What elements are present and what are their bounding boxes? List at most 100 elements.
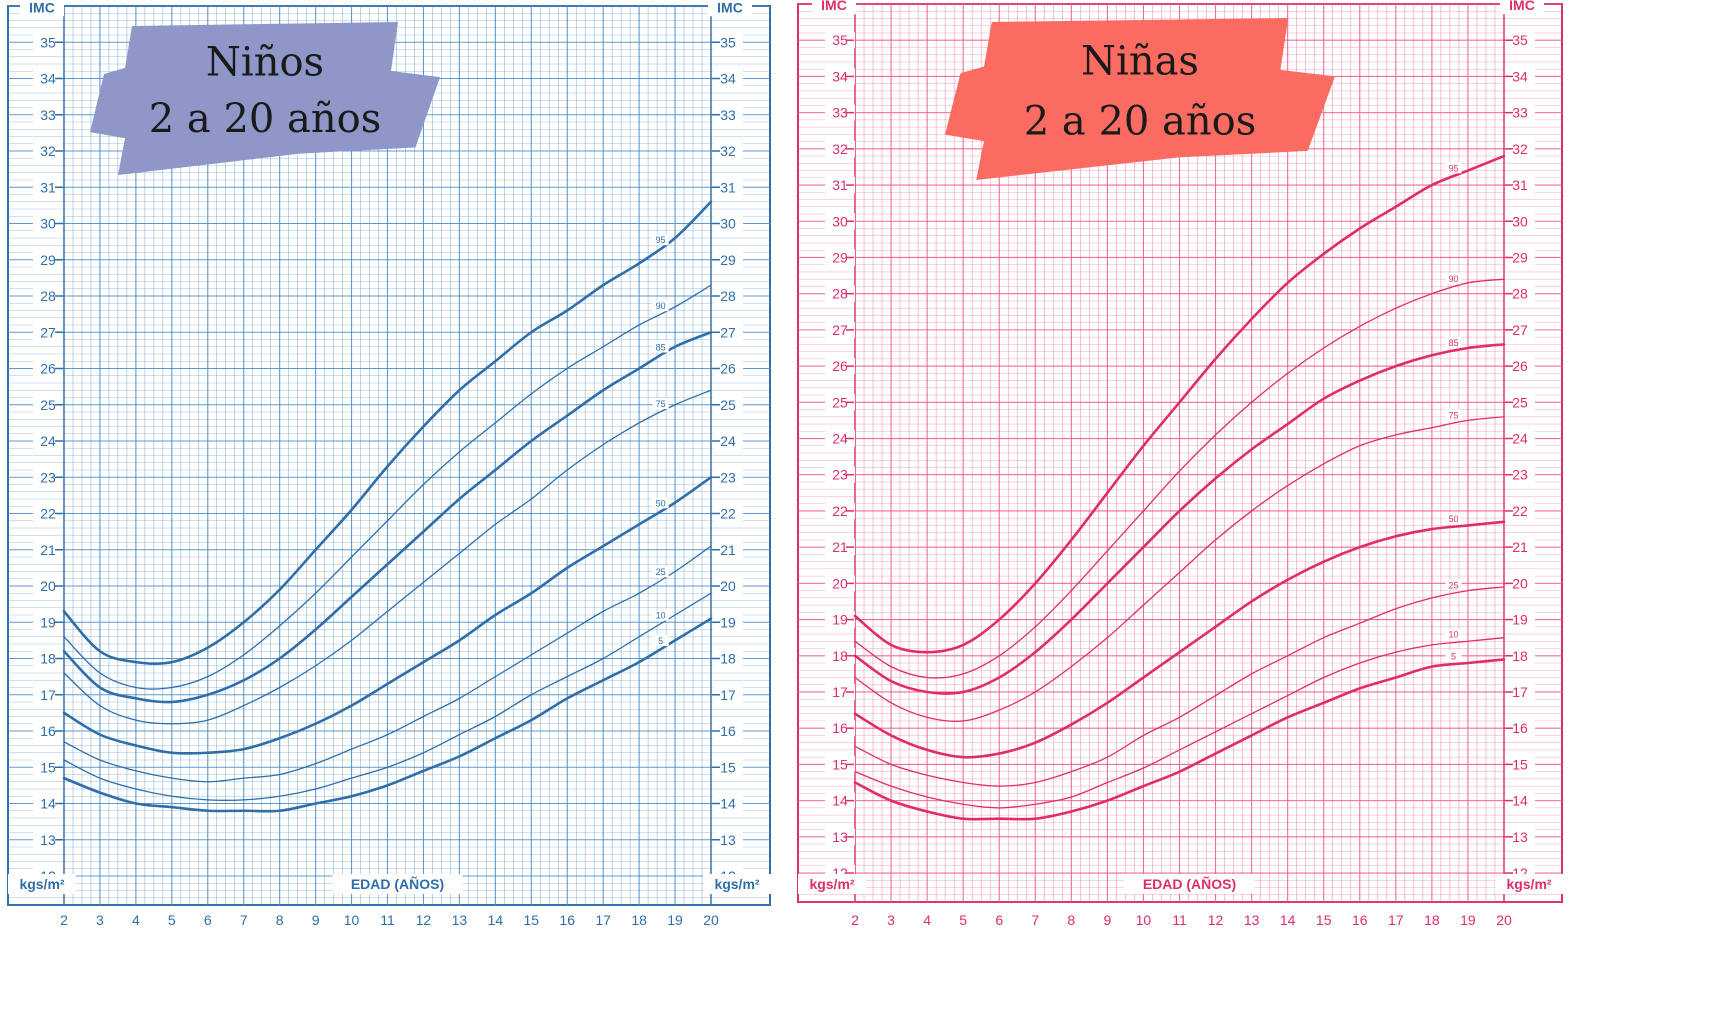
y-tick-label-bg xyxy=(713,396,743,413)
y-tick-label-right: 18 xyxy=(720,651,736,667)
y-tick-label-left: 18 xyxy=(40,651,56,667)
y-tick-label-bg xyxy=(1505,321,1535,338)
percentile-label-bg xyxy=(652,300,669,312)
y-tick-label-bg xyxy=(713,614,743,631)
y-tick-label-bg xyxy=(1505,720,1535,737)
y-tick-label-bg xyxy=(825,828,855,845)
x-tick-label: 17 xyxy=(595,912,611,928)
percentile-label: 85 xyxy=(656,342,666,352)
x-tick-label: 15 xyxy=(523,912,539,928)
y-tick-label-left: 14 xyxy=(832,793,848,809)
y-tick-label-bg xyxy=(713,831,743,848)
percentile-line-50 xyxy=(853,520,1506,759)
percentile-label: 10 xyxy=(656,611,666,621)
x-tick-label: 18 xyxy=(1424,912,1440,928)
y-tick-label-bg xyxy=(1505,502,1535,519)
y-tick-label-left: 26 xyxy=(832,358,848,374)
y-tick-label-left: 25 xyxy=(40,397,56,413)
y-tick-label-left: 16 xyxy=(40,723,56,739)
y-tick-label-left: 25 xyxy=(832,394,848,410)
x-tick-label: 10 xyxy=(344,912,360,928)
y-tick-label-bg xyxy=(33,541,63,558)
x-tick-label: 8 xyxy=(276,912,284,928)
y-tick-label-bg xyxy=(713,541,743,558)
y-tick-label-bg xyxy=(1505,466,1535,483)
y-tick-label-right: 32 xyxy=(1512,141,1528,157)
imc-label-right: IMC xyxy=(1509,0,1535,13)
y-tick-label-bg xyxy=(1505,177,1535,194)
x-tick-label: 14 xyxy=(488,912,504,928)
y-tick-label-right: 19 xyxy=(720,614,736,630)
y-tick-label-bg xyxy=(825,756,855,773)
percentile-label: 95 xyxy=(1449,163,1459,173)
y-tick-label-right: 30 xyxy=(1512,213,1528,229)
percentile-line-95 xyxy=(62,200,713,666)
y-tick-label-left: 15 xyxy=(40,759,56,775)
y-tick-label-bg xyxy=(713,324,743,341)
imc-label-bg xyxy=(812,0,856,15)
y-tick-label-bg xyxy=(33,70,63,87)
y-tick-label-left: 26 xyxy=(40,361,56,377)
y-tick-label-bg xyxy=(33,251,63,268)
percentile-line-75 xyxy=(854,416,1505,722)
y-tick-label-bg xyxy=(713,288,743,304)
y-tick-label-right: 18 xyxy=(1512,648,1528,664)
x-tick-label: 8 xyxy=(1067,912,1075,928)
x-tick-label: 14 xyxy=(1280,912,1296,928)
y-tick-label-right: 29 xyxy=(1512,249,1528,265)
y-tick-label-left: 27 xyxy=(832,322,848,338)
percentile-label-bg xyxy=(1445,409,1462,421)
imc-label-right: IMC xyxy=(717,0,743,15)
y-tick-label-left: 17 xyxy=(40,687,56,703)
percentile-label: 90 xyxy=(1449,274,1459,284)
x-tick-label: 2 xyxy=(60,912,68,928)
percentile-label: 10 xyxy=(1449,630,1459,640)
y-tick-label-bg xyxy=(713,360,743,377)
y-tick-label-right: 32 xyxy=(720,143,736,159)
y-tick-label-right: 28 xyxy=(720,288,736,304)
y-tick-label-bg xyxy=(825,430,855,447)
y-tick-label-right: 24 xyxy=(720,433,736,449)
y-tick-label-bg xyxy=(825,575,855,592)
percentile-label-bg xyxy=(1445,628,1462,640)
x-tick-label: 2 xyxy=(851,912,859,928)
y-tick-label-bg xyxy=(825,720,855,737)
percentile-curves: 95 90 85 75 50 25 10 5 xyxy=(853,154,1506,821)
percentile-line-5 xyxy=(62,617,713,813)
banner-subtitle: 2 a 20 años xyxy=(149,96,382,142)
percentile-line-25 xyxy=(63,545,712,783)
y-tick-label-left: 35 xyxy=(832,32,848,48)
y-tick-label-bg xyxy=(825,502,855,519)
percentile-label: 25 xyxy=(1449,580,1459,590)
y-tick-label-bg xyxy=(825,140,855,157)
percentile-label-bg xyxy=(652,635,669,647)
y-tick-label-right: 28 xyxy=(1512,286,1528,302)
y-tick-label-bg xyxy=(1505,756,1535,773)
banner-shape xyxy=(945,18,1335,180)
x-tick-label: 11 xyxy=(380,912,395,928)
y-tick-label-bg xyxy=(33,614,63,631)
x-tick-label: 6 xyxy=(995,912,1003,928)
boys-bmi-chart: 1212131314141515161617171818191920202121… xyxy=(7,0,771,928)
y-tick-label-bg xyxy=(713,106,743,123)
y-tick-label-left: 24 xyxy=(40,433,56,449)
grid xyxy=(798,3,1562,903)
y-tick-label-right: 22 xyxy=(1512,503,1528,519)
y-tick-label-bg xyxy=(1505,249,1535,266)
percentile-label-bg xyxy=(652,341,669,353)
percentile-label-bg xyxy=(1445,162,1462,174)
y-tick-label-right: 17 xyxy=(720,687,736,703)
x-tick-label: 7 xyxy=(1031,912,1039,928)
y-tick-label-bg xyxy=(825,466,855,483)
y-tick-label-left: 22 xyxy=(832,503,848,519)
y-tick-label-bg xyxy=(825,32,855,49)
y-tick-label-bg xyxy=(33,433,63,449)
y-tick-label-bg xyxy=(1505,611,1535,628)
y-tick-label-bg xyxy=(33,143,63,159)
y-tick-label-left: 34 xyxy=(832,68,848,84)
y-tick-label-bg xyxy=(825,792,855,809)
y-tick-label-left: 19 xyxy=(40,614,56,630)
x-tick-label: 12 xyxy=(1208,912,1224,928)
banner-title: Niñas xyxy=(1081,39,1199,85)
y-tick-label-bg xyxy=(825,394,855,411)
